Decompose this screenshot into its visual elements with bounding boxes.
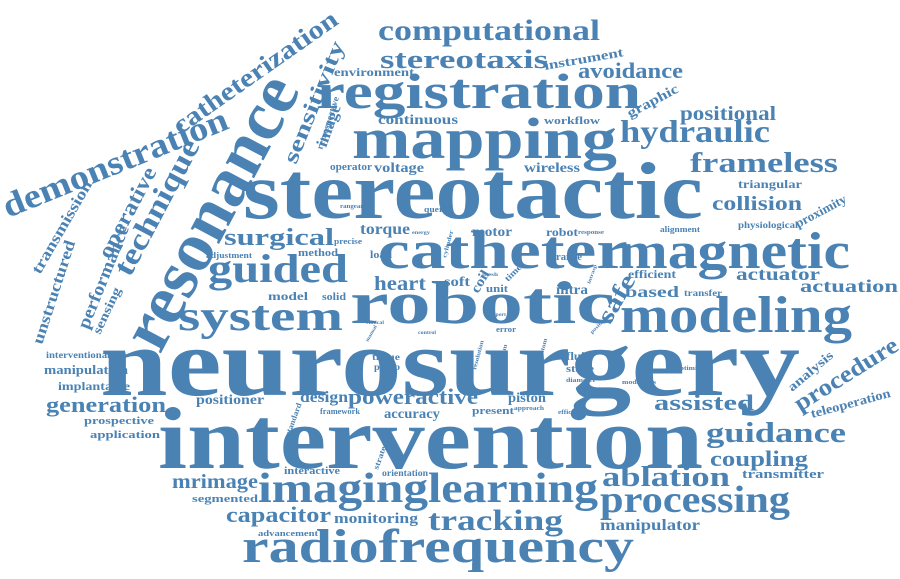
word-efficiency: efficiency [558,410,588,416]
word-monitoring: monitoring [334,511,419,527]
word-precise: precise [334,237,363,246]
word-efficient: efficient [628,267,676,281]
word-alignment: alignment [660,225,700,234]
word-heart: heart [374,273,426,295]
word-optimized: optimized [676,366,709,372]
word-guided: guided [208,246,348,291]
word-operator: operator [330,162,373,173]
word-error: error [496,325,516,334]
word-avoidance: avoidance [578,58,683,83]
word-surgical: surgical [224,225,334,251]
word-ablation: ablation [602,462,731,493]
word-computational: computational [378,14,600,47]
word-soft: soft [444,275,470,290]
word-fluid: fluid [566,349,592,363]
word-modeling: modeling [620,287,852,344]
word-environment: environment [334,65,414,79]
word-load: load [370,250,393,261]
word-neurosurgery: neurosurgery [100,309,800,416]
word-system: system [178,294,343,340]
word-torque: torque [360,221,410,238]
word-expert: expert [490,313,506,318]
word-intervention: intervention [158,391,703,488]
word-application: application [90,429,160,441]
word-collision: collision [712,193,802,215]
word-diameter: diameter [566,378,596,384]
word-processing: processing [600,479,790,521]
word-present: present [472,405,514,417]
word-voltage: voltage [374,161,424,176]
word-workflow: workflow [544,115,600,127]
word-range: range [556,252,583,263]
word-actuator: actuator [736,264,820,284]
word-continuous: continuous [378,113,459,128]
word-robotic: robotic [350,270,615,336]
word-assisted: assisted [654,390,754,415]
word-motor: motor [472,225,512,240]
word-segmented: segmented [192,493,258,505]
word-actuation: actuation [800,276,898,296]
word-generation: generation [46,392,166,417]
word-pump: pump [374,362,400,372]
word-positioner: positioner [196,393,264,408]
word-wireless: wireless [524,161,581,176]
word-mesh: mesh [482,273,498,278]
word-rangeand: rangeand [340,204,369,210]
word-positional: positional [680,103,777,125]
word-frameless: frameless [690,148,838,179]
word-modalities: modalities [622,380,657,386]
word-prospective: prospective [84,415,154,427]
word-coupling: coupling [710,446,808,471]
word-transfer: transfer [684,288,722,298]
word-triangular: triangular [738,177,803,191]
word-intrasp: intrasp [587,264,599,285]
word-unit: unit [486,283,508,295]
word-catheter: catheter [378,220,628,280]
word-method: method [298,247,338,259]
word-robot: robot [546,225,578,239]
word-stereotactic: stereotactic [243,148,703,236]
word-transmitter: transmitter [742,466,824,481]
word-guidance: guidance [706,418,846,449]
word-capacitor: capacitor [226,502,331,527]
word-manipulator: manipulator [600,517,700,534]
word-piston: piston [508,391,546,406]
word-energy: energy [412,231,431,236]
word-model: model [268,289,309,303]
word-advancement: advancement [258,529,318,538]
word-poweractive: poweractive [348,384,478,409]
word-intra: intra [556,283,588,298]
word-control: control [418,331,437,336]
word-framework: framework [320,407,361,416]
word-mapping: mapping [352,106,617,171]
word-stage: stage [566,363,594,375]
word-clinical: clinical [366,321,385,326]
word-tracking: tracking [428,504,563,537]
word-based: based [625,284,679,301]
word-query: query [424,205,448,214]
word-imaging: imaging [258,466,428,512]
word-interventional: interventional [46,350,111,360]
word-solid: solid [322,292,347,303]
word-response: response [578,230,604,236]
word-hydraulic: hydraulic [620,113,770,149]
word-learning: learning [428,466,598,512]
word-adjustment: adjustment [206,251,252,260]
word-magnetic: magnetic [618,223,850,280]
word-mrimage: mrimage [172,471,258,493]
word-interactive: interactive [284,465,340,477]
word-tissue: tissue [372,352,400,362]
word-orientation: orientation [382,468,428,478]
word-manipulation: manipulation [44,362,129,377]
word-design: design [300,389,348,406]
word-accuracy: accuracy [384,407,440,422]
word-physiological: physiological [738,220,799,230]
word-registration: registration [316,63,641,119]
word-implantable: implantable [58,379,131,393]
word-stereotaxis: stereotaxis [380,45,548,74]
word-radiofrequency: radiofrequency [242,520,634,573]
word-approach: approach [514,406,545,412]
